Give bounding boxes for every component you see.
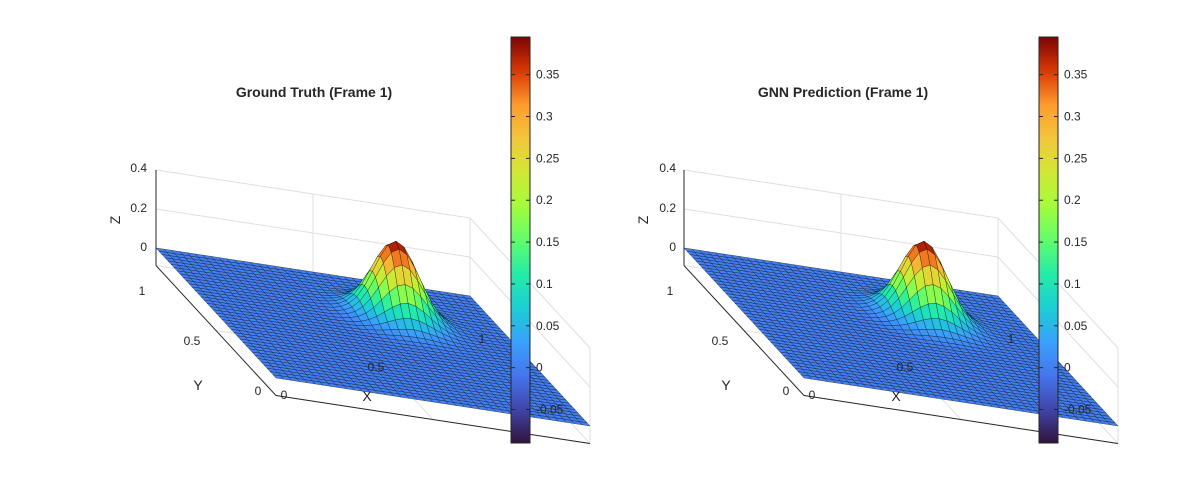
x-tick-label: 1 [1008, 332, 1015, 346]
colorbar-tick-label: 0.35 [1064, 68, 1088, 82]
x-tick-label: 1 [479, 332, 486, 346]
subplot-gnn-prediction: GNN Prediction (Frame 1) 0 0.5 1 0 0.5 1… [635, 36, 1119, 445]
y-tick-label: 1 [667, 284, 674, 298]
colorbar-tick-label: 0.3 [536, 110, 553, 124]
y-tick-label: 1 [139, 284, 146, 298]
x-tick-label: 0.5 [368, 360, 385, 374]
x-axis-label: X [891, 388, 901, 404]
axes-ticks: 0 0.5 1 0 0.5 1 0 0.2 0.4 X Y Z [635, 161, 1015, 404]
y-tick-label: 0.5 [184, 334, 201, 348]
colorbar-tick-label: 0.25 [1064, 151, 1088, 165]
y-tick-label: 0 [255, 384, 262, 398]
subplot-ground-truth: Ground Truth (Frame 1) 0 0.5 1 0 0.5 1 0… [107, 36, 591, 445]
colorbar-tick-label: 0.2 [536, 193, 553, 207]
y-axis-label: Y [193, 377, 203, 393]
y-tick-label: 0 [783, 384, 790, 398]
z-axis-label: Z [107, 215, 123, 224]
chart-title: GNN Prediction (Frame 1) [758, 84, 928, 100]
z-tick-label: 0.4 [659, 161, 676, 175]
y-axis-line [683, 265, 805, 396]
axes-ticks: 0 0.5 1 0 0.5 1 0 0.2 0.4 X Y Z [107, 161, 486, 404]
x-tick-label: 0 [281, 388, 288, 402]
x-tick-label: 0 [809, 388, 816, 402]
colorbar-tick-label: 0.15 [1064, 235, 1088, 249]
z-axis-label: Z [635, 215, 651, 224]
colorbar-tick-label: 0.05 [536, 319, 560, 333]
grid-line [155, 169, 471, 219]
colorbar-tick-label: -0.05 [536, 403, 564, 417]
z-tick-label: 0.2 [130, 201, 147, 215]
chart-title: Ground Truth (Frame 1) [236, 84, 392, 100]
colorbar-frame [1038, 36, 1059, 444]
colorbar-tick-label: 0.25 [536, 151, 560, 165]
z-tick-label: 0.4 [130, 161, 147, 175]
colorbar-frame [510, 36, 531, 444]
surface-patch [1106, 421, 1119, 427]
colorbar-gradient [1039, 37, 1058, 443]
y-tick-label: 0.5 [712, 334, 729, 348]
colorbar: -0.05 0 0.05 0.1 0.15 0.2 0.25 0.3 0.35 [1038, 36, 1092, 444]
colorbar-tick-label: 0 [536, 361, 543, 375]
x-axis-label: X [362, 388, 372, 404]
surface-patch [578, 421, 591, 427]
y-axis-line [155, 265, 277, 396]
colorbar-tick-label: 0.35 [536, 68, 560, 82]
colorbar-gradient [511, 37, 530, 443]
colorbar-tick-label: 0 [1064, 361, 1071, 375]
colorbar-tick-label: 0.15 [536, 235, 560, 249]
colorbar-tick-label: 0.05 [1064, 319, 1088, 333]
z-tick-label: 0 [669, 240, 676, 254]
z-tick-label: 0 [140, 240, 147, 254]
x-axis-line [275, 395, 591, 445]
grid-line [683, 208, 999, 258]
y-axis-label: Y [721, 377, 731, 393]
grid-line [155, 208, 471, 258]
z-tick-label: 0.2 [659, 201, 676, 215]
colorbar: -0.05 0 0.05 0.1 0.15 0.2 0.25 0.3 0.35 [510, 36, 564, 444]
x-axis-line [803, 395, 1119, 445]
colorbar-tick-label: 0.2 [1064, 193, 1081, 207]
colorbar-tick-label: 0.3 [1064, 110, 1081, 124]
colorbar-tick-label: 0.1 [1064, 277, 1081, 291]
colorbar-tick-label: 0.1 [536, 277, 553, 291]
surface [155, 240, 591, 427]
colorbar-tick-label: -0.05 [1064, 403, 1092, 417]
grid-line [683, 169, 999, 219]
x-tick-label: 0.5 [897, 360, 914, 374]
